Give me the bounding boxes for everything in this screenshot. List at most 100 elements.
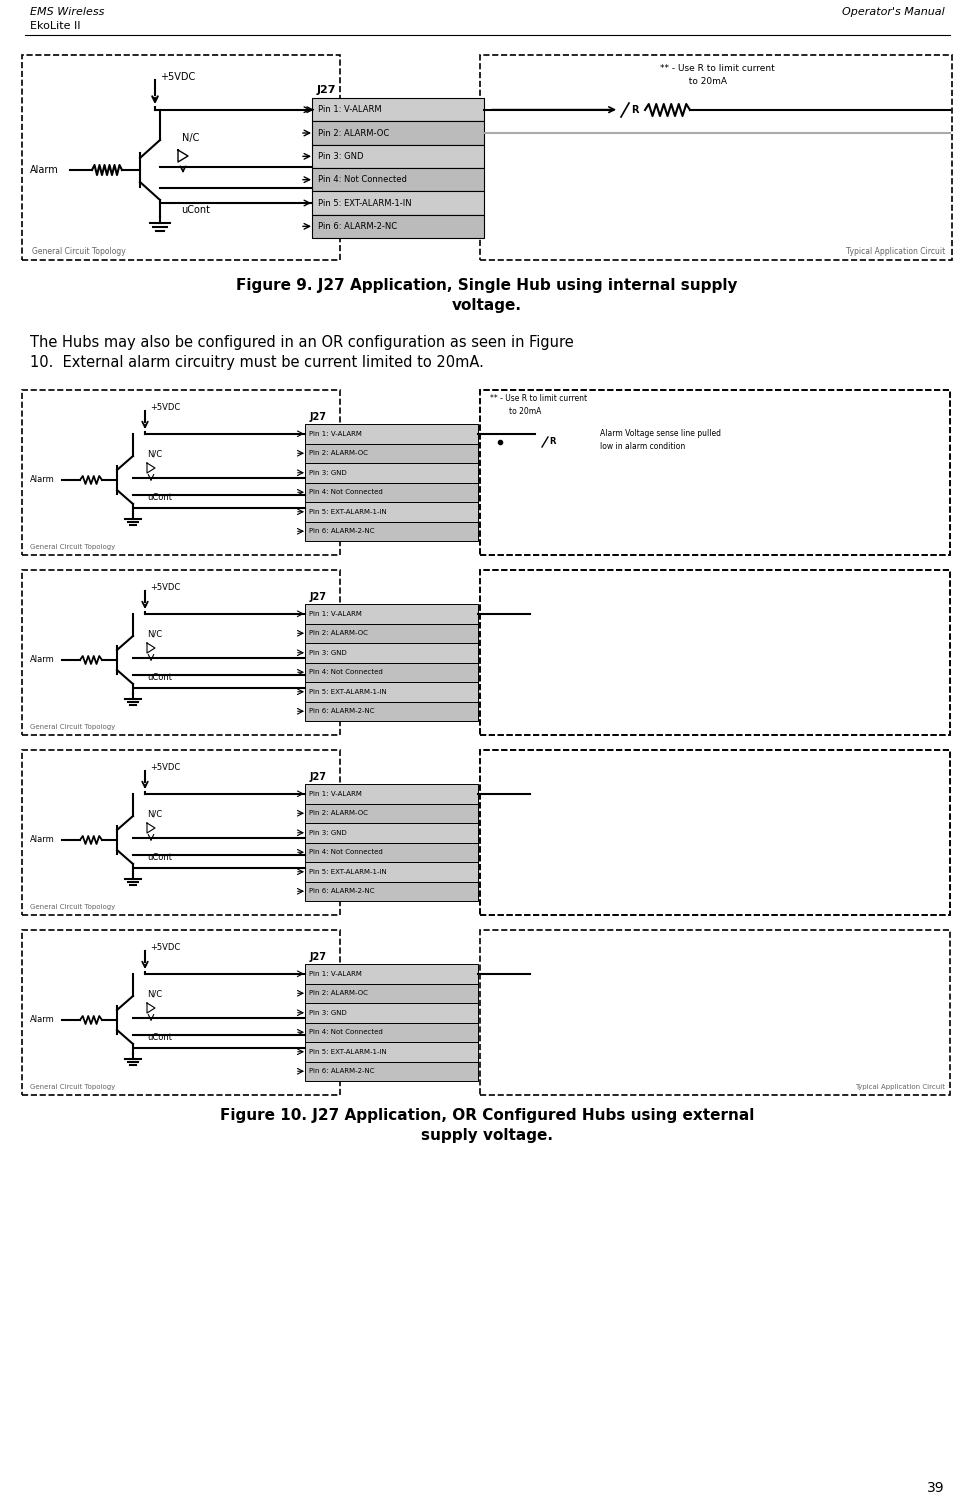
Text: Figure 10. J27 Application, OR Configured Hubs using external
supply voltage.: Figure 10. J27 Application, OR Configure… bbox=[219, 1108, 755, 1143]
Text: J27: J27 bbox=[310, 772, 327, 782]
Text: Pin 2: ALARM-OC: Pin 2: ALARM-OC bbox=[318, 129, 389, 138]
Bar bbox=[305, 464, 478, 483]
Bar bbox=[305, 1042, 478, 1062]
Text: Pin 3: GND: Pin 3: GND bbox=[309, 1010, 347, 1016]
Text: Alarm Voltage sense line pulled
low in alarm condition: Alarm Voltage sense line pulled low in a… bbox=[600, 429, 721, 450]
Text: Pin 6: ALARM-2-NC: Pin 6: ALARM-2-NC bbox=[309, 1068, 374, 1074]
Bar bbox=[305, 522, 478, 542]
Bar bbox=[305, 604, 478, 624]
Text: J27: J27 bbox=[310, 413, 327, 422]
Text: General Circuit Topology: General Circuit Topology bbox=[32, 248, 126, 256]
Text: Pin 5: EXT-ALARM-1-IN: Pin 5: EXT-ALARM-1-IN bbox=[309, 1048, 387, 1054]
Text: uCont: uCont bbox=[147, 672, 172, 681]
Bar bbox=[480, 930, 950, 1095]
Bar bbox=[22, 570, 340, 735]
Text: uCont: uCont bbox=[147, 1032, 172, 1041]
Text: R: R bbox=[549, 438, 556, 447]
Text: Pin 2: ALARM-OC: Pin 2: ALARM-OC bbox=[309, 450, 368, 456]
Text: J27: J27 bbox=[317, 86, 336, 94]
Text: Pin 1: V-ALARM: Pin 1: V-ALARM bbox=[309, 790, 362, 796]
Bar bbox=[305, 702, 478, 721]
Bar bbox=[305, 1004, 478, 1023]
Text: 39: 39 bbox=[927, 1480, 945, 1496]
Bar bbox=[305, 784, 478, 804]
Bar bbox=[480, 750, 950, 915]
Bar bbox=[305, 964, 478, 984]
Bar bbox=[305, 682, 478, 702]
Text: Pin 2: ALARM-OC: Pin 2: ALARM-OC bbox=[309, 810, 368, 816]
Bar bbox=[480, 750, 950, 915]
Bar bbox=[312, 214, 484, 238]
Bar bbox=[312, 144, 484, 168]
Text: +5VDC: +5VDC bbox=[150, 584, 180, 592]
Text: R: R bbox=[631, 105, 639, 116]
Text: Pin 6: ALARM-2-NC: Pin 6: ALARM-2-NC bbox=[309, 888, 374, 894]
Text: Alarm: Alarm bbox=[30, 165, 58, 176]
Text: Alarm: Alarm bbox=[30, 656, 55, 664]
Text: Pin 3: GND: Pin 3: GND bbox=[318, 152, 364, 160]
Bar bbox=[305, 1062, 478, 1082]
Text: N/C: N/C bbox=[147, 630, 162, 639]
Text: EMS Wireless: EMS Wireless bbox=[30, 8, 104, 16]
Bar bbox=[305, 424, 478, 444]
Text: Pin 3: GND: Pin 3: GND bbox=[309, 650, 347, 656]
Text: Typical Application Circuit: Typical Application Circuit bbox=[845, 248, 945, 256]
Text: General Circuit Topology: General Circuit Topology bbox=[30, 544, 115, 550]
Text: The Hubs may also be configured in an OR configuration as seen in Figure
10.  Ex: The Hubs may also be configured in an OR… bbox=[30, 334, 573, 370]
Text: Pin 4: Not Connected: Pin 4: Not Connected bbox=[309, 1029, 383, 1035]
Text: N/C: N/C bbox=[182, 134, 199, 142]
Bar bbox=[480, 390, 950, 555]
Text: Pin 5: EXT-ALARM-1-IN: Pin 5: EXT-ALARM-1-IN bbox=[309, 688, 387, 694]
Bar bbox=[305, 804, 478, 824]
Bar bbox=[305, 663, 478, 682]
Bar bbox=[22, 56, 340, 260]
Text: EkoLite II: EkoLite II bbox=[30, 21, 81, 32]
Text: Pin 6: ALARM-2-NC: Pin 6: ALARM-2-NC bbox=[309, 528, 374, 534]
Text: J27: J27 bbox=[310, 952, 327, 962]
Text: uCont: uCont bbox=[147, 852, 172, 861]
Text: Pin 4: Not Connected: Pin 4: Not Connected bbox=[309, 849, 383, 855]
Text: Pin 3: GND: Pin 3: GND bbox=[309, 470, 347, 476]
Text: Alarm: Alarm bbox=[30, 836, 55, 844]
Text: Pin 5: EXT-ALARM-1-IN: Pin 5: EXT-ALARM-1-IN bbox=[309, 868, 387, 874]
Bar bbox=[22, 390, 340, 555]
Text: +5VDC: +5VDC bbox=[150, 404, 180, 412]
Bar bbox=[312, 168, 484, 192]
Bar bbox=[22, 750, 340, 915]
Text: Pin 2: ALARM-OC: Pin 2: ALARM-OC bbox=[309, 630, 368, 636]
Bar bbox=[305, 644, 478, 663]
Bar bbox=[305, 1023, 478, 1042]
Text: uCont: uCont bbox=[181, 206, 210, 214]
Bar bbox=[480, 570, 950, 735]
Bar bbox=[305, 862, 478, 882]
Text: ** - Use R to limit current
          to 20mA: ** - Use R to limit current to 20mA bbox=[660, 64, 775, 86]
Text: Pin 6: ALARM-2-NC: Pin 6: ALARM-2-NC bbox=[318, 222, 397, 231]
Text: uCont: uCont bbox=[147, 492, 172, 501]
Text: General Circuit Topology: General Circuit Topology bbox=[30, 904, 115, 910]
Text: Pin 4: Not Connected: Pin 4: Not Connected bbox=[309, 669, 383, 675]
Bar bbox=[305, 984, 478, 1004]
Text: Pin 1: V-ALARM: Pin 1: V-ALARM bbox=[309, 610, 362, 616]
Text: Pin 1: V-ALARM: Pin 1: V-ALARM bbox=[318, 105, 381, 114]
Bar bbox=[305, 444, 478, 464]
Text: Alarm: Alarm bbox=[30, 1016, 55, 1025]
Text: +5VDC: +5VDC bbox=[150, 764, 180, 772]
Bar bbox=[305, 882, 478, 902]
Bar bbox=[305, 824, 478, 843]
Bar bbox=[22, 930, 340, 1095]
Text: General Circuit Topology: General Circuit Topology bbox=[30, 724, 115, 730]
Text: Figure 9. J27 Application, Single Hub using internal supply
voltage.: Figure 9. J27 Application, Single Hub us… bbox=[236, 278, 738, 314]
Text: Typical Application Circuit: Typical Application Circuit bbox=[855, 1084, 945, 1090]
Text: Pin 2: ALARM-OC: Pin 2: ALARM-OC bbox=[309, 990, 368, 996]
Text: J27: J27 bbox=[310, 592, 327, 602]
Bar bbox=[305, 503, 478, 522]
Bar bbox=[305, 624, 478, 644]
Text: Pin 1: V-ALARM: Pin 1: V-ALARM bbox=[309, 430, 362, 436]
Text: Alarm: Alarm bbox=[30, 476, 55, 484]
Bar bbox=[480, 56, 952, 260]
Bar bbox=[312, 192, 484, 214]
Bar bbox=[480, 570, 950, 735]
Text: Pin 5: EXT-ALARM-1-IN: Pin 5: EXT-ALARM-1-IN bbox=[309, 509, 387, 515]
Bar bbox=[312, 98, 484, 122]
Text: ** - Use R to limit current
        to 20mA: ** - Use R to limit current to 20mA bbox=[490, 394, 587, 416]
